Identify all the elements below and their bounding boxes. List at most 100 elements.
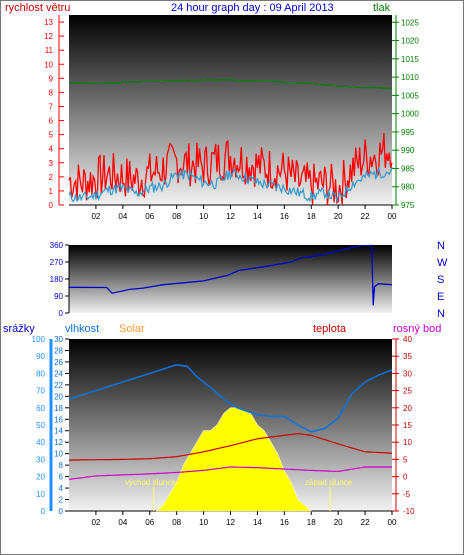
humidity-tick-label: 8 xyxy=(59,461,64,470)
temperature-tick-label: -5 xyxy=(403,490,411,499)
wind-tick-label: 5 xyxy=(49,131,54,140)
pressure-tick-label: 1020 xyxy=(401,37,419,46)
humidity-tick-label: 22 xyxy=(54,381,63,390)
graph-title: 24 hour graph day : 09 April 2013 xyxy=(171,2,334,14)
x-tick-label: 08 xyxy=(172,518,181,527)
temperature-tick-label: 15 xyxy=(403,421,412,430)
x-tick-label: 04 xyxy=(118,212,127,221)
temperature-tick-label: 10 xyxy=(403,438,412,447)
compass-label: W xyxy=(437,257,448,269)
temperature-tick-label: 20 xyxy=(403,404,412,413)
wind-pressure-plot-area xyxy=(69,15,392,205)
wind-speed-series-line xyxy=(68,132,393,205)
pressure-label: tlak xyxy=(373,2,391,14)
wind-tick-label: 6 xyxy=(49,117,54,126)
wind-tick-label: 9 xyxy=(49,74,54,83)
rain-tick-label: 90 xyxy=(36,352,45,361)
wind-tick-label: 2 xyxy=(49,173,54,182)
x-tick-label: 12 xyxy=(226,212,235,221)
pressure-tick-label: 1025 xyxy=(401,18,419,27)
humidity-tick-label: 4 xyxy=(59,484,64,493)
temperature-series-line xyxy=(69,432,393,461)
direction-tick-label: 90 xyxy=(54,292,63,301)
wind-gust-series-line xyxy=(68,166,393,203)
wind-tick-label: 10 xyxy=(44,60,53,69)
temperature-tick-label: 40 xyxy=(403,335,412,344)
x-tick-label: 18 xyxy=(307,212,316,221)
sunset-label: západ slunce xyxy=(305,478,353,487)
wind-tick-label: 12 xyxy=(44,32,53,41)
humidity-series-line xyxy=(68,363,393,433)
compass-label: N xyxy=(437,308,445,320)
wind-direction-plot-area xyxy=(69,245,392,313)
pressure-tick-label: 1005 xyxy=(401,91,419,100)
humidity-tick-label: 26 xyxy=(54,358,63,367)
x-tick-label: 06 xyxy=(145,518,154,527)
humidity-tick-label: 2 xyxy=(59,496,64,505)
wind-tick-label: 0 xyxy=(49,201,54,210)
rain-tick-label: 10 xyxy=(36,490,45,499)
x-tick-label: 14 xyxy=(253,212,262,221)
x-tick-label: 18 xyxy=(307,518,316,527)
dewpoint-series-line xyxy=(68,466,392,480)
wind-tick-label: 7 xyxy=(49,102,54,111)
compass-label: E xyxy=(437,291,444,303)
direction-tick-label: 360 xyxy=(50,241,64,250)
pressure-tick-label: 995 xyxy=(401,128,415,137)
rain-tick-label: 60 xyxy=(36,404,45,413)
temperature-tick-label: 0 xyxy=(403,473,408,482)
x-tick-label: 12 xyxy=(226,518,235,527)
x-tick-label: 20 xyxy=(334,212,343,221)
x-tick-label: 00 xyxy=(388,212,397,221)
humidity-tick-label: 0 xyxy=(59,507,64,516)
pressure-tick-label: 990 xyxy=(401,146,415,155)
solar-label: Solar xyxy=(119,323,145,335)
temperature-label: teplota xyxy=(313,323,347,335)
pressure-tick-label: 985 xyxy=(401,164,415,173)
x-tick-label: 20 xyxy=(334,518,343,527)
wind-tick-label: 1 xyxy=(49,187,54,196)
rain-tick-label: 70 xyxy=(36,387,45,396)
rain-tick-label: 100 xyxy=(32,335,46,344)
direction-tick-label: 0 xyxy=(59,309,64,318)
humidity-label: vlhkost xyxy=(65,323,100,335)
wind-tick-label: 3 xyxy=(49,159,54,168)
rain-tick-label: 0 xyxy=(41,507,46,516)
rain-tick-label: 50 xyxy=(36,421,45,430)
sunrise-label: východ slunce xyxy=(125,478,176,487)
compass-label: S xyxy=(437,274,444,286)
rain-tick-label: 80 xyxy=(36,369,45,378)
x-tick-label: 22 xyxy=(361,212,370,221)
rain-label: srážky xyxy=(3,323,35,335)
humidity-tick-label: 14 xyxy=(54,427,63,436)
x-tick-label: 16 xyxy=(280,212,289,221)
x-tick-label: 14 xyxy=(253,518,262,527)
wind-tick-label: 4 xyxy=(49,145,54,154)
pressure-tick-label: 1015 xyxy=(401,55,419,64)
direction-tick-label: 180 xyxy=(50,275,64,284)
humidity-tick-label: 18 xyxy=(54,404,63,413)
humidity-tick-label: 6 xyxy=(59,473,64,482)
temperature-tick-label: 25 xyxy=(403,387,412,396)
humidity-tick-label: 16 xyxy=(54,415,63,424)
humidity-tick-label: 20 xyxy=(54,392,63,401)
compass-label: N xyxy=(437,240,445,252)
x-tick-label: 16 xyxy=(280,518,289,527)
pressure-tick-label: 1010 xyxy=(401,73,419,82)
x-tick-label: 00 xyxy=(388,518,397,527)
humidity-tick-label: 30 xyxy=(54,335,63,344)
wind-speed-label: rychlost větru xyxy=(5,2,71,14)
humidity-tick-label: 10 xyxy=(54,450,63,459)
rain-tick-label: 30 xyxy=(36,455,45,464)
direction-tick-label: 270 xyxy=(50,258,64,267)
temperature-tick-label: 30 xyxy=(403,369,412,378)
x-tick-label: 10 xyxy=(199,212,208,221)
x-tick-label: 06 xyxy=(145,212,154,221)
wind-tick-label: 8 xyxy=(49,88,54,97)
humidity-tick-label: 24 xyxy=(54,369,63,378)
dewpoint-label: rosný bod xyxy=(393,323,442,335)
humidity-tick-label: 12 xyxy=(54,438,63,447)
temperature-tick-label: 35 xyxy=(403,352,412,361)
